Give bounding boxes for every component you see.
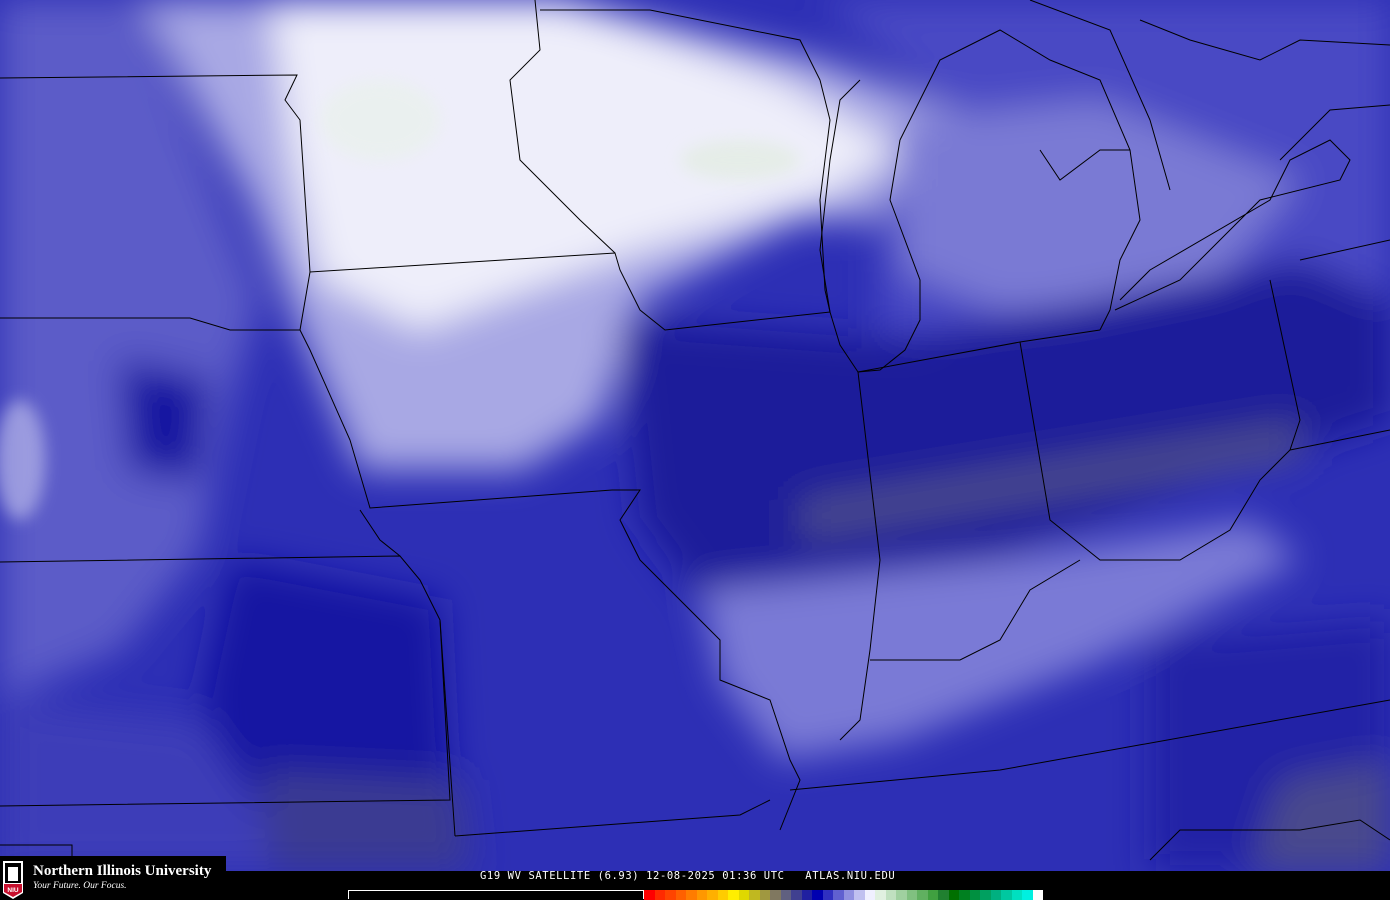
color-scale-swatch [854,890,865,900]
water-vapor-satellite-map [0,0,1390,871]
color-scale-swatch [738,890,749,900]
niu-logo: NIU Northern Illinois University Your Fu… [0,856,226,900]
state-boundaries [0,0,1390,871]
color-scale-swatch [906,890,917,900]
color-scale-swatch [812,890,823,900]
color-scale-swatch [822,890,833,900]
color-scale-swatch [969,890,980,900]
svg-text:NIU: NIU [7,887,19,894]
color-scale-swatch [717,890,728,900]
color-scale-swatch [938,890,949,900]
color-scale-swatch [1022,890,1033,900]
university-name: Northern Illinois University [33,863,212,879]
color-scale-swatch [644,890,655,900]
color-scale-swatch [959,890,970,900]
color-scale-swatch [801,890,812,900]
color-scale-swatch [1011,890,1022,900]
color-scale-empty-segment [348,890,644,899]
color-scale-swatch [948,890,959,900]
color-scale-swatch [759,890,770,900]
color-scale-swatch [917,890,928,900]
color-scale-swatch [770,890,781,900]
color-scale-swatch [675,890,686,900]
product-caption: G19 WV SATELLITE (6.93) 12-08-2025 01:36… [480,870,896,882]
niu-seal-icon: NIU [3,861,23,899]
color-scale-swatch [780,890,791,900]
color-scale-swatch [1032,890,1043,900]
color-scale-swatch [875,890,886,900]
color-scale-swatch [927,890,938,900]
color-scale-swatch [885,890,896,900]
color-scale-swatch [864,890,875,900]
moisture-field [0,0,1390,871]
color-scale-swatch [791,890,802,900]
color-scale-swatch [749,890,760,900]
color-scale-swatch [1001,890,1012,900]
color-scale-swatch [990,890,1001,900]
color-scale-swatch [980,890,991,900]
color-scale-swatch [707,890,718,900]
color-scale-swatch [843,890,854,900]
color-scale-swatch [654,890,665,900]
color-scale-swatch [686,890,697,900]
university-tagline: Your Future. Our Focus. [33,881,127,891]
color-scale-swatch [833,890,844,900]
color-scale-swatch [665,890,676,900]
color-scale-swatch [696,890,707,900]
color-scale-bar [348,890,1043,900]
color-scale-swatch [728,890,739,900]
color-scale-swatch [896,890,907,900]
